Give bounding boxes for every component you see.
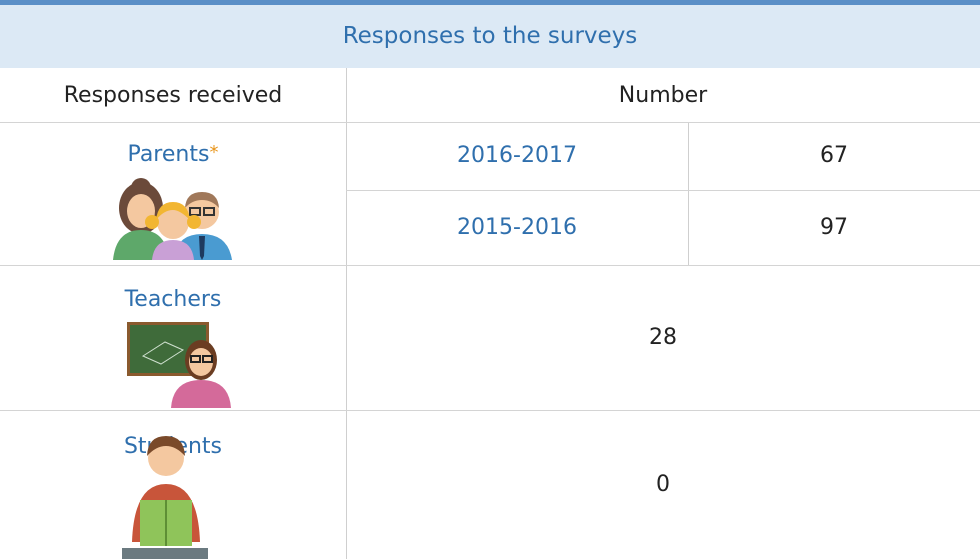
row-label: Parents* [0, 142, 346, 167]
parents-icon [108, 178, 238, 260]
count: 28 [346, 265, 980, 410]
students-icon [122, 432, 208, 559]
column-header: Number [346, 68, 980, 124]
note-mark: * [209, 142, 218, 163]
teachers-icon [125, 320, 237, 410]
year: 2015-2016 [346, 190, 688, 265]
count: 97 [688, 190, 980, 265]
table-title: Responses to the surveys [0, 5, 980, 68]
page: Responses to the surveys Responses recei… [0, 0, 980, 559]
year: 2016-2017 [346, 122, 688, 190]
count: 0 [346, 410, 980, 559]
column-header: Responses received [0, 68, 346, 124]
label-text: Parents [128, 142, 210, 167]
row-label: Teachers [0, 287, 346, 312]
count: 67 [688, 122, 980, 190]
